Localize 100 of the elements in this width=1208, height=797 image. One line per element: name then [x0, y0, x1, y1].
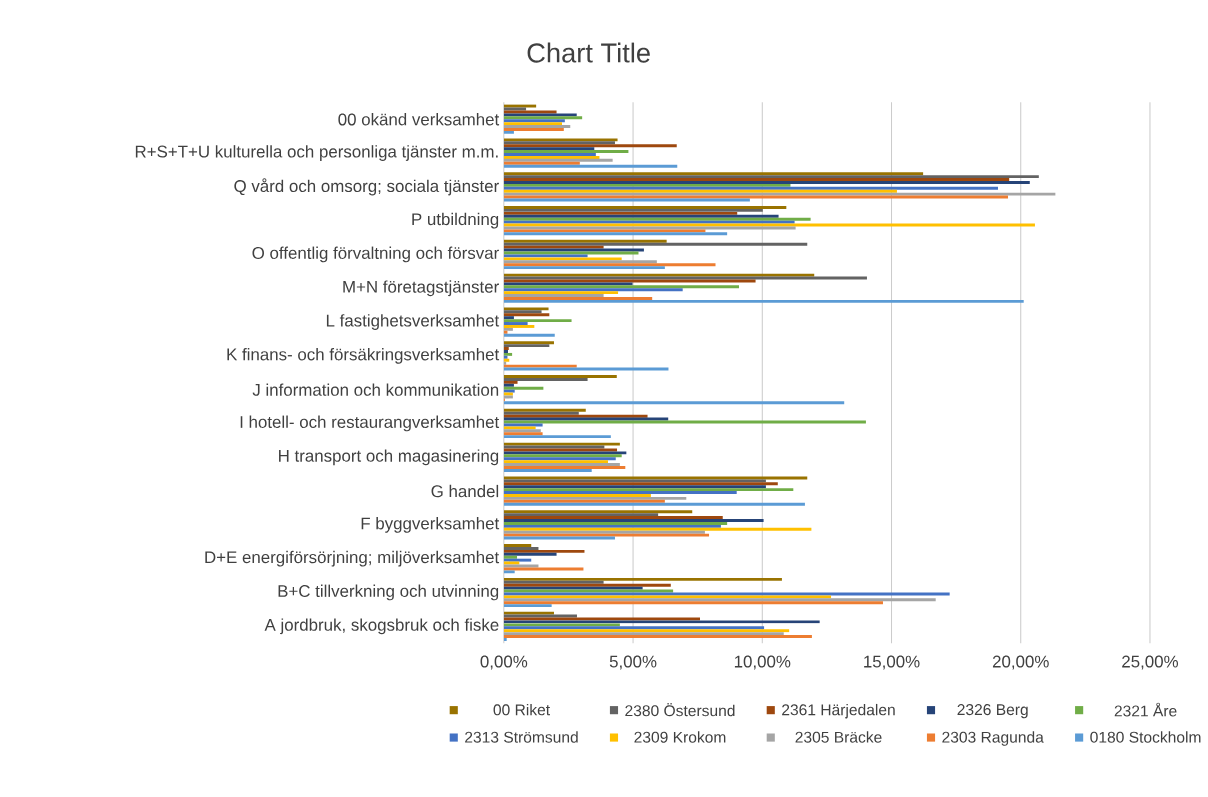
- bar: [503, 611, 554, 615]
- bar: [503, 454, 622, 458]
- bar: [503, 229, 706, 233]
- bar: [503, 411, 579, 415]
- bar: [503, 186, 998, 190]
- y-tick-label: R+S+T+U kulturella och personliga tjänster m.m.: [135, 145, 498, 161]
- legend-label: 2361 Härjedalen: [782, 703, 895, 719]
- bar: [503, 220, 795, 224]
- bar: [503, 604, 552, 608]
- bar: [503, 493, 651, 497]
- bar: [503, 313, 550, 317]
- bar: [503, 260, 657, 264]
- bar: [503, 533, 710, 537]
- y-tick-label: B+C tillverkning och utvinning: [278, 584, 499, 601]
- bar: [503, 426, 536, 430]
- bar: [503, 423, 543, 427]
- y-tick-label: K finans- och försäkringsverksamhet: [227, 347, 500, 364]
- legend-label: 2303 Ragunda: [942, 731, 1044, 746]
- bar: [503, 147, 595, 151]
- bar: [503, 595, 832, 599]
- bar: [503, 468, 592, 472]
- bar: [503, 632, 784, 635]
- bar: [503, 116, 583, 120]
- bar: [503, 380, 518, 384]
- legend-label: 0180 Stockholm: [1090, 731, 1201, 743]
- bar: [503, 457, 616, 461]
- bar: [503, 499, 665, 503]
- bar: [503, 127, 564, 131]
- bar: [503, 178, 1010, 181]
- bar: [503, 442, 620, 446]
- bar: [503, 561, 520, 565]
- bar: [503, 496, 687, 500]
- bar: [503, 364, 577, 368]
- bar: [503, 273, 815, 277]
- bar: [503, 626, 765, 630]
- bar: [503, 294, 604, 297]
- bar: [503, 417, 669, 421]
- bar: [503, 552, 557, 556]
- legend-label: 2380 Östersund: [625, 702, 735, 717]
- bar: [503, 586, 643, 590]
- y-tick-label: J information och kommunikation: [252, 383, 499, 396]
- bar: [503, 629, 790, 633]
- bar: [503, 502, 805, 506]
- x-tick-label: 5,00%: [609, 655, 657, 670]
- bar: [503, 513, 659, 517]
- bar: [503, 214, 779, 218]
- bar: [503, 555, 518, 559]
- bar: [503, 164, 678, 168]
- bar: [503, 637, 507, 641]
- bar: [503, 211, 738, 215]
- bar: [503, 285, 740, 289]
- bar: [503, 377, 588, 381]
- bar: [503, 491, 737, 494]
- bar: [503, 150, 629, 153]
- legend-label: 2313 Strömsund: [465, 731, 578, 743]
- x-tick-label: 10,00%: [734, 655, 791, 670]
- y-tick-label: A jordbruk, skogsbruk och fiske: [264, 618, 499, 635]
- bar: [503, 279, 756, 283]
- bar: [503, 152, 596, 156]
- bar: [503, 257, 622, 261]
- bar: [503, 558, 532, 562]
- bar: [503, 546, 539, 550]
- bar: [503, 635, 812, 638]
- bar: [503, 316, 514, 320]
- legend-label: 2326 Berg: [957, 704, 1028, 719]
- bar: [503, 570, 515, 574]
- bar: [503, 296, 653, 300]
- bar: [503, 226, 796, 230]
- x-tick-label: 0,00%: [480, 655, 528, 670]
- bar: [503, 324, 535, 328]
- y-tick-label: I hotell- och restaurangverksamhet: [240, 415, 500, 432]
- x-tick-label: 15,00%: [864, 655, 920, 670]
- bar: [503, 383, 514, 387]
- y-tick-label: P utbildning: [412, 212, 499, 229]
- bar: [503, 172, 924, 176]
- legend-label: 2309 Krokom: [634, 731, 726, 743]
- bar: [503, 282, 633, 286]
- bar: [503, 601, 883, 605]
- bar: [503, 183, 791, 187]
- bar: [503, 321, 528, 325]
- bar: [503, 307, 549, 311]
- bar: [503, 124, 571, 128]
- legend-label: 2321 Åre: [1114, 702, 1177, 717]
- bar: [503, 155, 600, 159]
- bar: [503, 130, 514, 134]
- chart-title: Chart Title: [527, 42, 650, 63]
- bar: [503, 175, 1039, 178]
- y-tick-label: L fastighetsverksamhet: [326, 314, 500, 330]
- bar: [503, 217, 811, 221]
- y-tick-label: Q vård och omsorg; sociala tjänster: [234, 178, 499, 196]
- bar: [503, 510, 693, 514]
- bar: [503, 333, 555, 337]
- bar: [503, 195, 1009, 199]
- bar: [503, 232, 728, 236]
- x-tick-label: 25,00%: [1122, 655, 1179, 670]
- bar: [503, 327, 513, 331]
- bar: [503, 299, 1024, 303]
- y-tick-label: M+N företagstjänster: [343, 280, 499, 297]
- bar: [503, 344, 550, 348]
- y-tick-label: F byggverksamhet: [361, 516, 500, 533]
